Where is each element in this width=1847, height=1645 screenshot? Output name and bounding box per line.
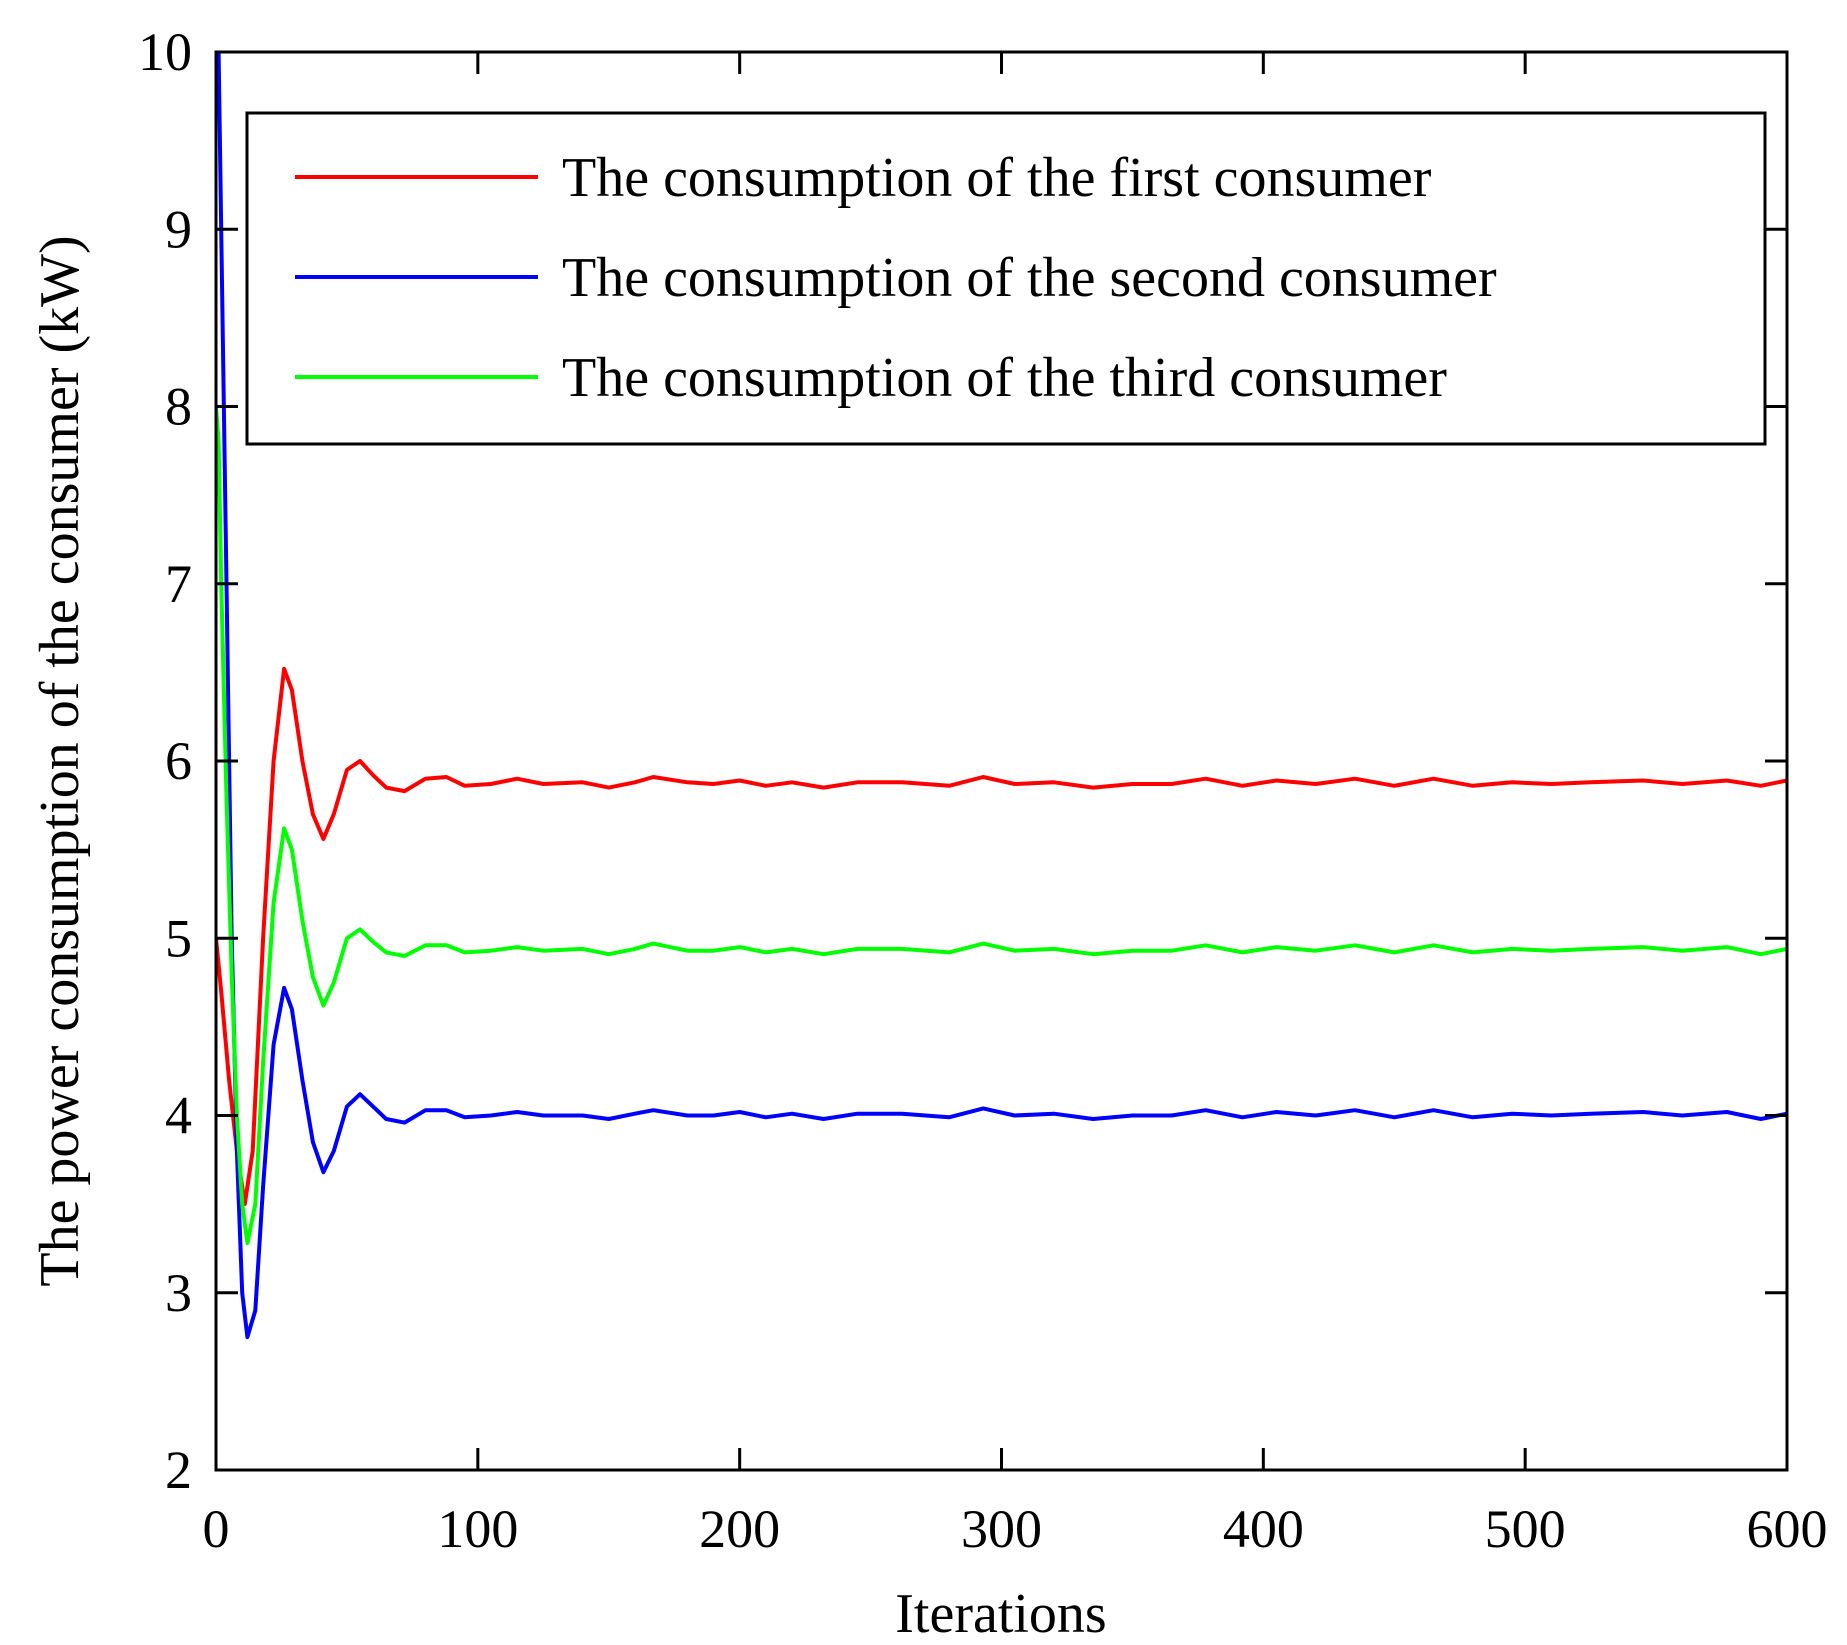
x-tick-label: 100 xyxy=(437,1499,518,1559)
legend-entries: The consumption of the first consumer The… xyxy=(295,147,1497,409)
y-tick-label: 8 xyxy=(165,377,192,437)
y-tick-label: 7 xyxy=(165,554,192,614)
series-line-2 xyxy=(216,52,1787,1340)
series-line-1 xyxy=(216,666,1787,1207)
x-tick-label: 500 xyxy=(1485,1499,1566,1559)
y-tick-label: 4 xyxy=(165,1086,192,1146)
legend-label-1: The consumption of the first consumer xyxy=(562,147,1432,209)
legend: The consumption of the first consumer The… xyxy=(245,111,1767,446)
legend-label-3: The consumption of the third consumer xyxy=(562,347,1447,409)
x-tick-label: 400 xyxy=(1223,1499,1304,1559)
tick-layer: 0 100 200 300 400 500 600 2 3 4 5 6 7 8 9 10 xyxy=(138,22,1828,1559)
y-tick-label: 6 xyxy=(165,731,192,791)
y-tick-label: 3 xyxy=(165,1263,192,1323)
x-axis-title: Iterations xyxy=(895,1583,1106,1645)
x-tick-label: 600 xyxy=(1747,1499,1828,1559)
x-tick-label: 0 xyxy=(203,1499,230,1559)
y-tick-label: 2 xyxy=(165,1440,192,1500)
x-tick-label: 200 xyxy=(699,1499,780,1559)
y-axis-title: The power consumption of the consumer (k… xyxy=(29,235,91,1286)
legend-label-2: The consumption of the second consumer xyxy=(562,247,1497,309)
series-line-3 xyxy=(216,406,1787,1246)
y-tick-label: 5 xyxy=(165,908,192,968)
y-tick-label: 9 xyxy=(165,199,192,259)
series-layer xyxy=(216,52,1787,1340)
y-tick-label: 10 xyxy=(138,22,192,82)
x-tick-label: 300 xyxy=(961,1499,1042,1559)
